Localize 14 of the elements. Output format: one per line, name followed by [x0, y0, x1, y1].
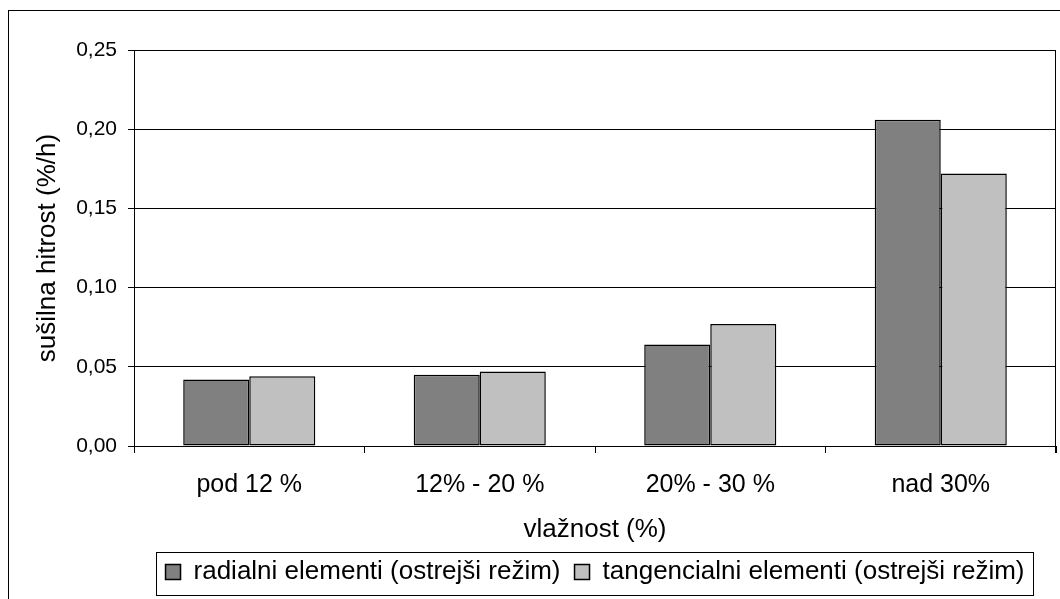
x-tick-label: 20% - 30 % — [645, 468, 775, 497]
y-tick-label: 0,20 — [76, 116, 117, 139]
legend-label: tangencialni elementi (ostrejši režim) — [602, 555, 1025, 586]
x-tick-label: pod 12 % — [196, 468, 303, 497]
x-axis-title: vlažnost (%) — [523, 512, 667, 543]
x-tick-label: nad 30% — [891, 468, 991, 497]
y-tick-label: 0,05 — [76, 353, 117, 377]
legend-label: radialni elementi (ostrejši režim) — [193, 555, 561, 586]
y-tick-label: 0,00 — [76, 432, 117, 456]
y-tick-label: 0,25 — [76, 36, 117, 60]
y-tick-label: 0,10 — [76, 274, 117, 298]
y-tick-label: 0,15 — [76, 195, 117, 219]
y-axis-title: sušilna hitrost (%/h) — [30, 133, 61, 363]
x-tick-label: 12% - 20 % — [415, 468, 545, 497]
